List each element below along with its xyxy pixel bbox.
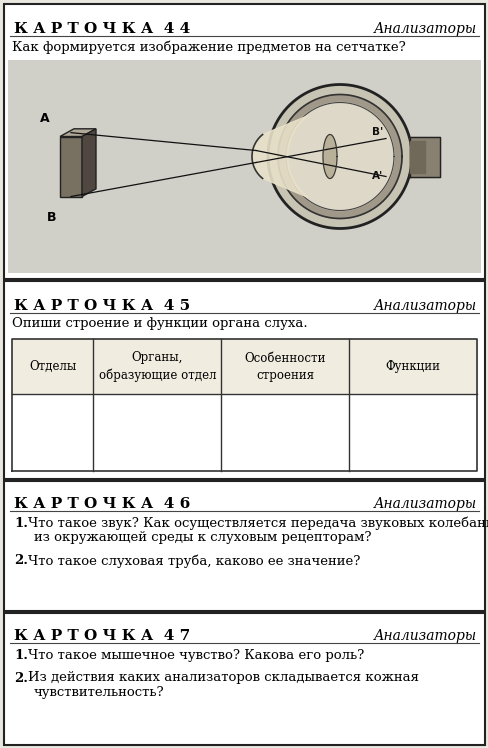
- Text: 2.: 2.: [14, 672, 28, 684]
- Text: Из действия каких анализаторов складывается кожная: Из действия каких анализаторов складывае…: [28, 672, 418, 684]
- Text: К А Р Т О Ч К А  4 6: К А Р Т О Ч К А 4 6: [14, 497, 190, 511]
- Text: Анализаторы: Анализаторы: [373, 22, 476, 36]
- Text: Функции: Функции: [385, 361, 440, 373]
- Text: Анализаторы: Анализаторы: [373, 629, 476, 643]
- Polygon shape: [60, 129, 96, 136]
- Polygon shape: [278, 94, 401, 218]
- Polygon shape: [12, 394, 476, 471]
- Text: Особенности
строения: Особенности строения: [244, 352, 325, 381]
- Text: А': А': [371, 171, 383, 180]
- Text: В': В': [371, 126, 383, 136]
- Bar: [8, 60, 480, 273]
- Text: К А Р Т О Ч К А  4 5: К А Р Т О Ч К А 4 5: [14, 299, 190, 313]
- Text: Как формируется изображение предметов на сетчатке?: Как формируется изображение предметов на…: [12, 40, 405, 54]
- Text: В: В: [46, 210, 56, 224]
- Text: Отделы: Отделы: [29, 361, 76, 373]
- Text: 1.: 1.: [14, 649, 28, 662]
- Polygon shape: [285, 102, 393, 210]
- Polygon shape: [60, 136, 82, 197]
- Polygon shape: [409, 136, 439, 177]
- Text: А: А: [41, 111, 50, 125]
- Polygon shape: [267, 85, 411, 228]
- Text: Анализаторы: Анализаторы: [373, 299, 476, 313]
- Text: Что такое слуховая труба, каково ее значение?: Что такое слуховая труба, каково ее знач…: [28, 554, 360, 568]
- Polygon shape: [323, 135, 336, 179]
- Text: чувствительность?: чувствительность?: [34, 686, 164, 699]
- Polygon shape: [409, 141, 424, 173]
- Text: К А Р Т О Ч К А  4 4: К А Р Т О Ч К А 4 4: [14, 22, 190, 36]
- Polygon shape: [12, 339, 476, 394]
- Text: Что такое звук? Как осуществляется передача звуковых колебаний: Что такое звук? Как осуществляется перед…: [28, 517, 488, 530]
- Polygon shape: [251, 116, 307, 197]
- Bar: [4, 481, 484, 611]
- Text: 2.: 2.: [14, 554, 28, 567]
- Text: Органы,
образующие отдел: Органы, образующие отдел: [99, 352, 216, 382]
- Bar: [4, 281, 484, 479]
- Polygon shape: [82, 129, 96, 197]
- Text: Анализаторы: Анализаторы: [373, 497, 476, 511]
- Text: 1.: 1.: [14, 517, 28, 530]
- Text: Что такое мышечное чувство? Какова его роль?: Что такое мышечное чувство? Какова его р…: [28, 649, 364, 662]
- Text: Опиши строение и функции органа слуха.: Опиши строение и функции органа слуха.: [12, 317, 307, 330]
- Bar: [4, 4, 484, 279]
- Bar: [4, 613, 484, 745]
- Text: из окружающей среды к слуховым рецепторам?: из окружающей среды к слуховым рецептора…: [34, 532, 371, 545]
- Text: К А Р Т О Ч К А  4 7: К А Р Т О Ч К А 4 7: [14, 629, 190, 643]
